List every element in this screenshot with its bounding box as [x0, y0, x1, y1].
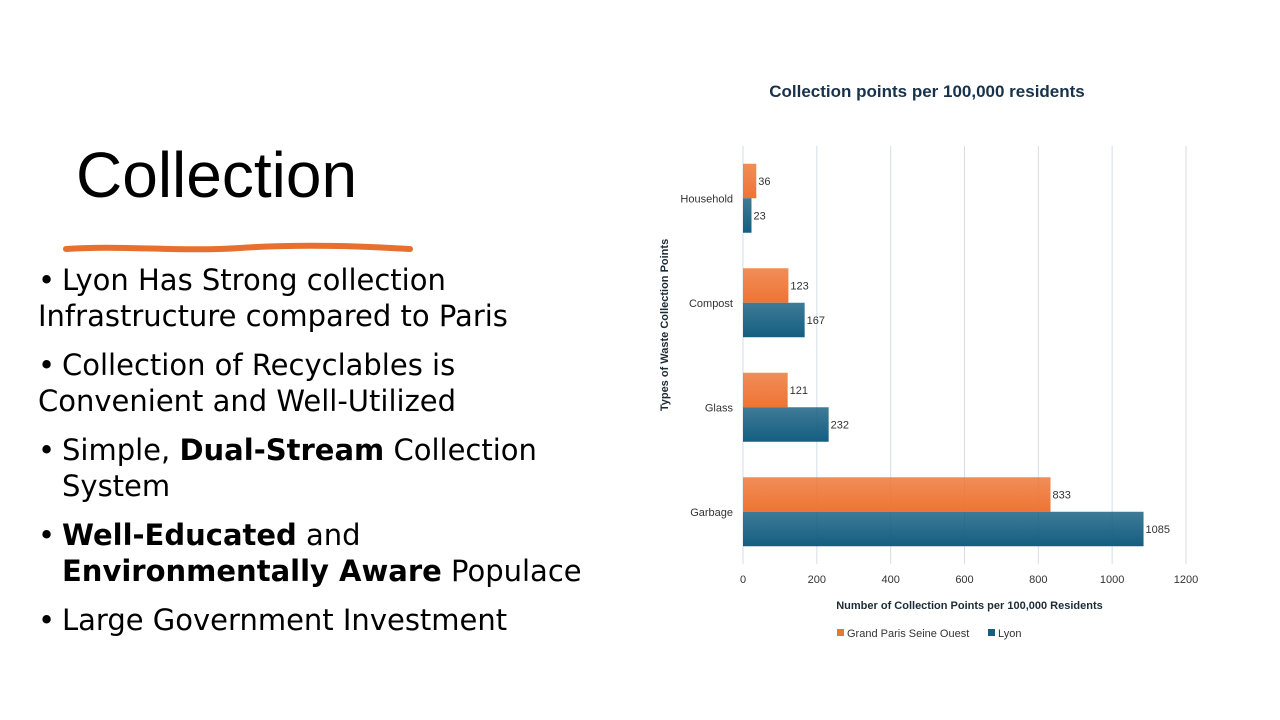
y-category-label: Compost — [689, 298, 733, 310]
data-label: 833 — [1053, 490, 1071, 502]
bar — [743, 372, 788, 408]
legend-swatch — [837, 629, 844, 636]
legend-label: Lyon — [998, 628, 1021, 640]
bullet-text-bold: Well-Educated — [62, 518, 297, 552]
bullet-text: Collection of Recyclables is Convenient … — [38, 348, 457, 418]
bullet-marker: • — [38, 603, 56, 637]
x-tick-label: 600 — [955, 574, 973, 586]
legend-label: Grand Paris Seine Ouest — [847, 628, 969, 640]
y-category-label: Garbage — [690, 507, 733, 519]
bullet-item: • Collection of Recyclables is Convenient… — [38, 348, 457, 418]
x-tick-label: 1000 — [1100, 574, 1124, 586]
x-tick-label: 0 — [740, 574, 746, 586]
title-underline-stroke — [63, 242, 413, 253]
slide-title: Collection — [76, 139, 358, 211]
bullet-text: Simple, — [62, 433, 180, 467]
data-label: 36 — [758, 176, 770, 188]
y-category-label: Glass — [705, 402, 734, 414]
y-category-label: Household — [680, 193, 733, 205]
bar — [743, 407, 829, 442]
bar-chart: Collection points per 100,000 residents 0… — [659, 82, 1198, 640]
data-label: 121 — [790, 385, 808, 397]
bullet-text: Populace — [441, 554, 582, 588]
bar — [743, 511, 1144, 547]
data-label: 23 — [753, 211, 765, 223]
bullet-text: Large Government Investment — [62, 603, 508, 637]
bullet-marker: • — [38, 433, 56, 467]
x-tick-label: 800 — [1029, 574, 1047, 586]
bullet-text-bold: Dual-Stream — [179, 433, 385, 467]
data-label: 123 — [790, 281, 808, 293]
data-label: 167 — [807, 315, 825, 327]
bar — [743, 302, 805, 338]
bullet-text-bold: Environmentally Aware — [62, 554, 442, 588]
bullet-text: Collection System — [62, 433, 537, 503]
chart-title: Collection points per 100,000 residents — [769, 82, 1085, 101]
bullet-text: Lyon Has Strong collection Infrastructur… — [38, 263, 508, 333]
bullet-marker: • — [38, 518, 56, 552]
bullet-item: • Well-Educated and Environmentally Aware… — [38, 517, 618, 589]
x-tick-label: 200 — [808, 574, 826, 586]
bullet-text: and — [296, 518, 361, 552]
bullet-item: • Large Government Investment — [38, 602, 618, 638]
data-label: 232 — [831, 420, 849, 432]
bar — [743, 163, 757, 199]
bullet-item: • Lyon Has Strong collection Infrastructu… — [38, 263, 508, 333]
bar — [743, 477, 1051, 512]
bullet-item: • Simple, Dual-Stream Collection System — [38, 432, 618, 504]
x-tick-label: 400 — [881, 574, 899, 586]
bullet-list: • Lyon Has Strong collection Infrastructu… — [38, 262, 618, 651]
bar — [743, 198, 752, 233]
bar — [743, 268, 789, 303]
y-axis-label: Types of Waste Collection Points — [659, 239, 671, 411]
data-label: 1085 — [1146, 524, 1170, 536]
legend-swatch — [988, 629, 995, 636]
x-tick-label: 1200 — [1174, 574, 1198, 586]
x-axis-label: Number of Collection Points per 100,000 … — [836, 600, 1103, 612]
